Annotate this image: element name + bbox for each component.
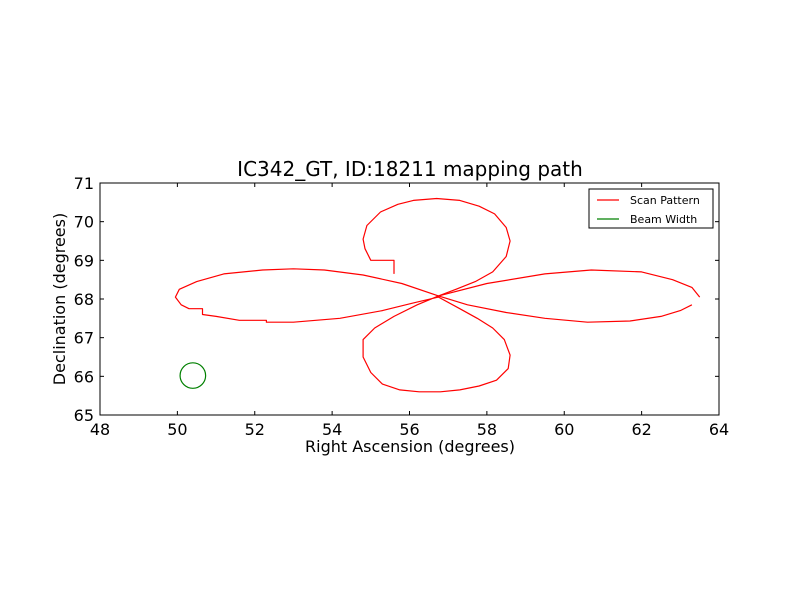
x-axis-label: Right Ascension (degrees)	[305, 437, 515, 456]
x-tick-label: 58	[477, 420, 497, 439]
x-tick-label: 62	[631, 420, 651, 439]
y-tick-label: 68	[74, 290, 94, 309]
x-tick-label: 60	[554, 420, 574, 439]
x-tick-label: 56	[399, 420, 419, 439]
chart-title: IC342_GT, ID:18211 mapping path	[237, 157, 583, 181]
scan-pattern-line	[174, 197, 693, 393]
y-tick-label: 66	[74, 367, 94, 386]
plot-area: 48 50 52 54 56 58 60 62 64 65 66 67 68 69 70 71	[74, 174, 730, 439]
legend: Scan Pattern Beam Width	[588, 188, 714, 229]
x-tick-label: 52	[245, 420, 265, 439]
legend-box	[588, 188, 714, 229]
y-tick-label: 70	[74, 213, 94, 232]
y-tick-label: 65	[74, 406, 94, 425]
x-tick-label: 48	[90, 420, 110, 439]
y-tick-label: 67	[74, 329, 94, 348]
y-tick-label: 71	[74, 174, 94, 193]
x-tick-label: 54	[322, 420, 342, 439]
x-tick-label: 64	[709, 420, 729, 439]
legend-label: Scan Pattern	[630, 194, 700, 207]
legend-label: Beam Width	[630, 213, 697, 226]
x-tick-label: 50	[167, 420, 187, 439]
y-axis-label: Declination (degrees)	[50, 213, 69, 385]
y-tick-label: 69	[74, 251, 94, 270]
beam-width-circle	[179, 362, 207, 389]
scan-pattern-line-segment	[438, 269, 701, 298]
